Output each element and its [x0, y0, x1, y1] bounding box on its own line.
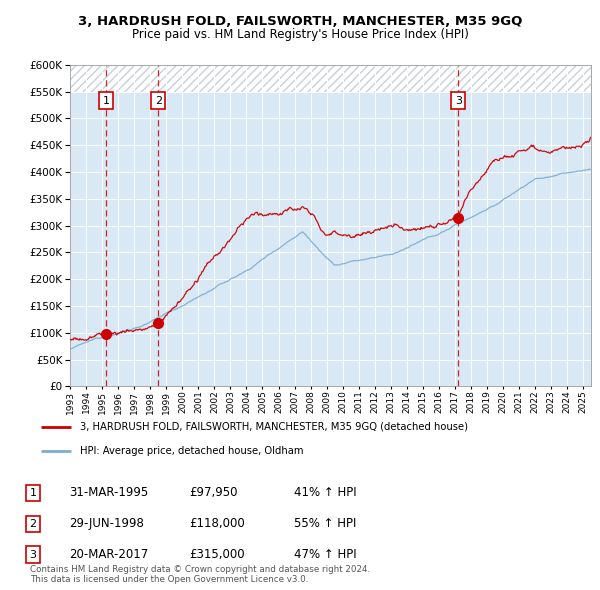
Bar — [70, 65, 591, 91]
Text: 47% ↑ HPI: 47% ↑ HPI — [294, 548, 356, 561]
Text: 1: 1 — [29, 488, 37, 497]
Text: Contains HM Land Registry data © Crown copyright and database right 2024.
This d: Contains HM Land Registry data © Crown c… — [30, 565, 370, 584]
Text: £118,000: £118,000 — [189, 517, 245, 530]
Text: 55% ↑ HPI: 55% ↑ HPI — [294, 517, 356, 530]
Text: 3, HARDRUSH FOLD, FAILSWORTH, MANCHESTER, M35 9GQ: 3, HARDRUSH FOLD, FAILSWORTH, MANCHESTER… — [78, 15, 522, 28]
Text: 29-JUN-1998: 29-JUN-1998 — [69, 517, 144, 530]
Text: 31-MAR-1995: 31-MAR-1995 — [69, 486, 148, 499]
Text: £97,950: £97,950 — [189, 486, 238, 499]
Text: 41% ↑ HPI: 41% ↑ HPI — [294, 486, 356, 499]
Text: 2: 2 — [29, 519, 37, 529]
Text: Price paid vs. HM Land Registry's House Price Index (HPI): Price paid vs. HM Land Registry's House … — [131, 28, 469, 41]
Text: 3, HARDRUSH FOLD, FAILSWORTH, MANCHESTER, M35 9GQ (detached house): 3, HARDRUSH FOLD, FAILSWORTH, MANCHESTER… — [80, 421, 467, 431]
Text: 1: 1 — [103, 96, 110, 106]
Text: 3: 3 — [29, 550, 37, 559]
Text: 2: 2 — [155, 96, 162, 106]
Text: 3: 3 — [455, 96, 462, 106]
Text: HPI: Average price, detached house, Oldham: HPI: Average price, detached house, Oldh… — [80, 445, 303, 455]
Text: 20-MAR-2017: 20-MAR-2017 — [69, 548, 148, 561]
Text: £315,000: £315,000 — [189, 548, 245, 561]
